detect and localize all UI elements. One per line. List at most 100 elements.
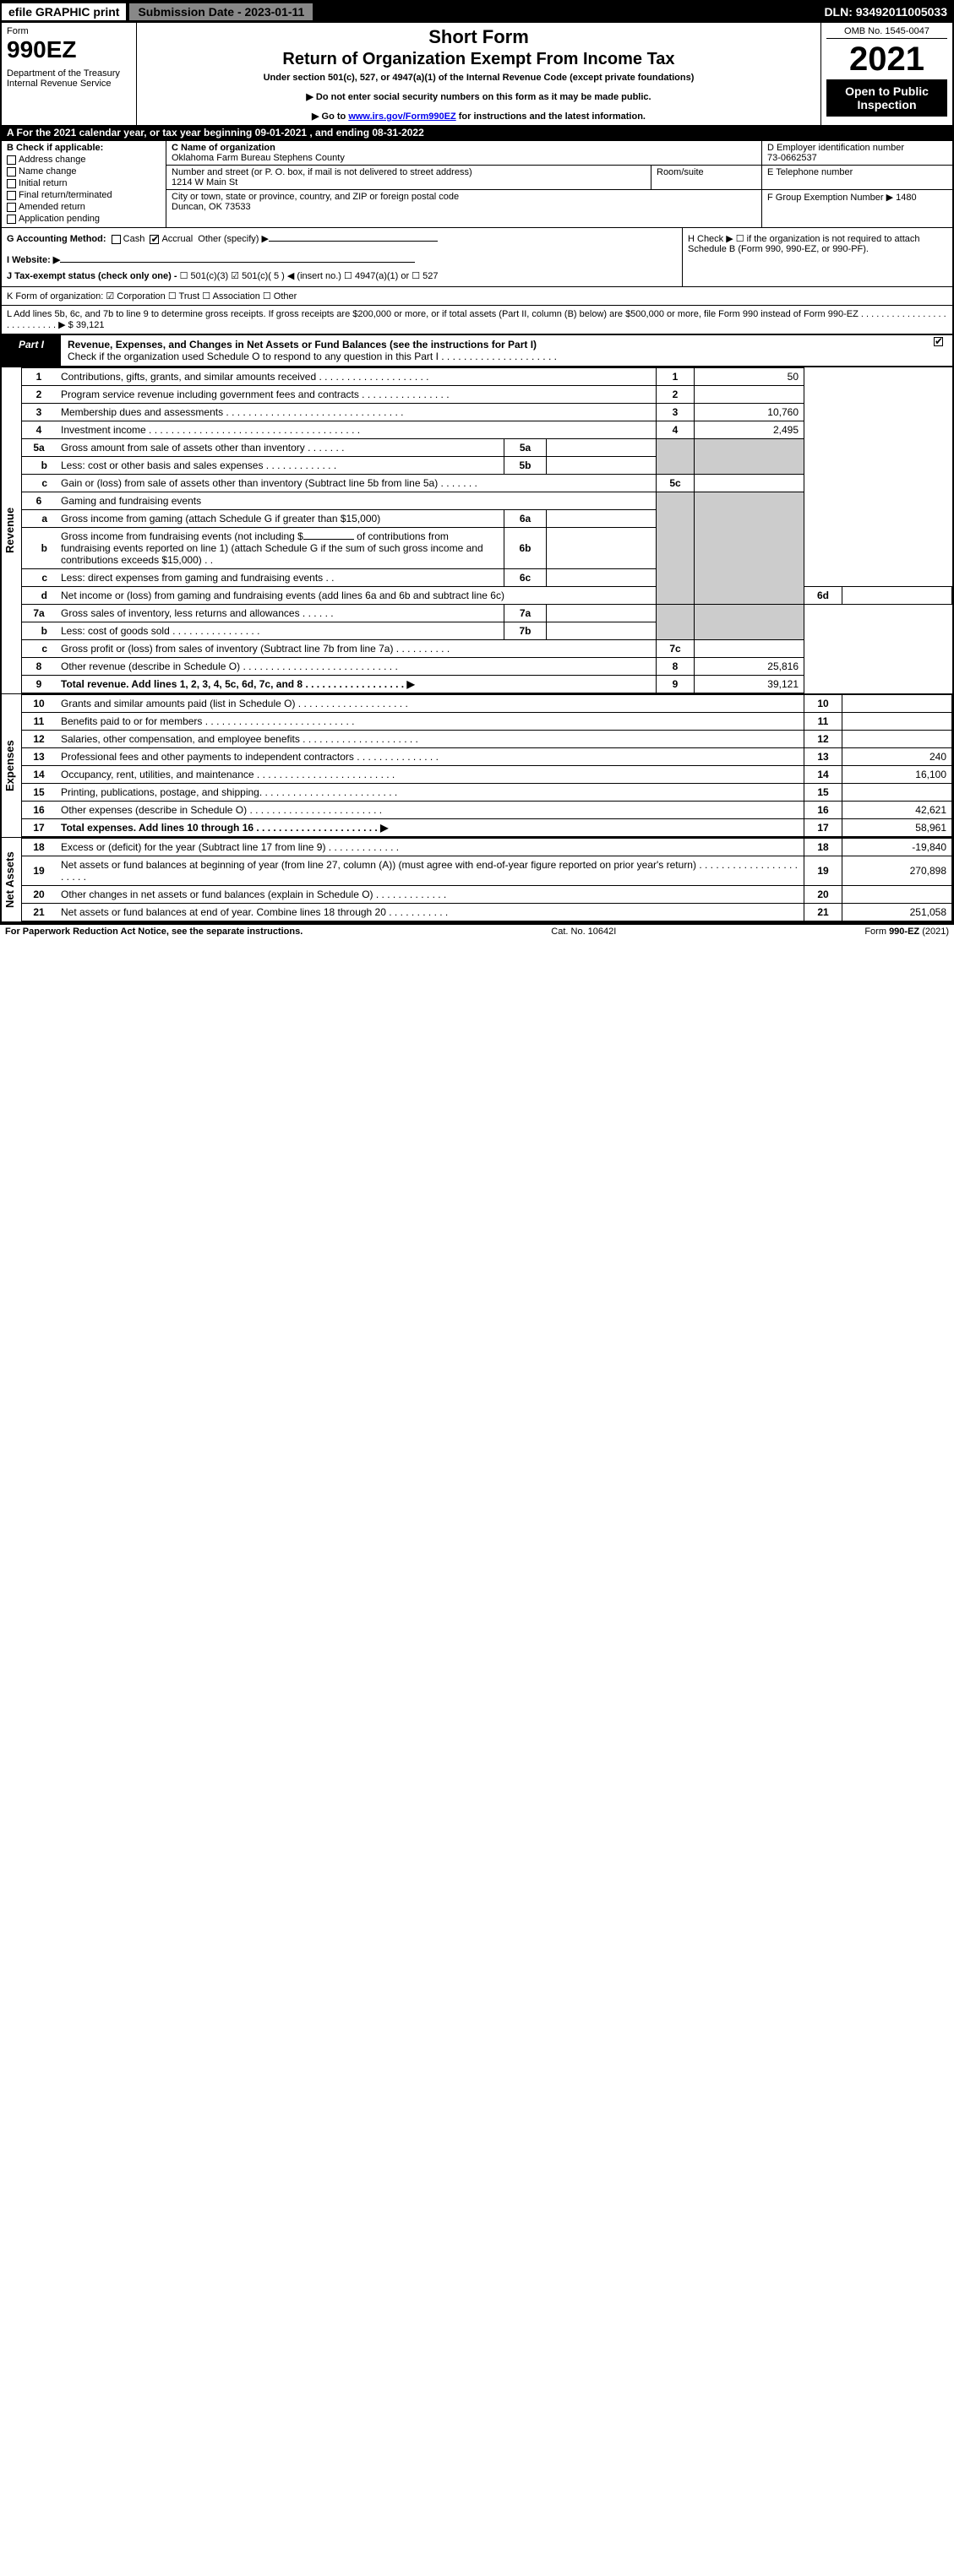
group-exempt-label: F Group Exemption Number [767,193,884,203]
form-number: 990EZ [7,36,131,63]
line-6: 6Gaming and fundraising events [22,492,952,510]
tax-year: 2021 [826,42,947,76]
line-6a: aGross income from gaming (attach Schedu… [22,510,952,528]
section-j: J Tax-exempt status (check only one) - ☐… [7,270,677,281]
line-13: 13Professional fees and other payments t… [22,748,952,766]
footer-right: Form 990-EZ (2021) [864,927,949,937]
line-15: 15Printing, publications, postage, and s… [22,784,952,802]
line-9: 9Total revenue. Add lines 1, 2, 3, 4, 5c… [22,676,952,693]
line-2: 2Program service revenue including gover… [22,386,952,404]
gross-receipts-amount: 39,121 [76,320,105,330]
line-19: 19Net assets or fund balances at beginni… [22,856,952,886]
section-k: K Form of organization: ☑ Corporation ☐ … [2,286,952,305]
line-6d: dNet income or (loss) from gaming and fu… [22,587,952,605]
other-method-input[interactable] [269,241,438,242]
line-14: 14Occupancy, rent, utilities, and mainte… [22,766,952,784]
line-4: 4Investment income . . . . . . . . . . .… [22,421,952,439]
irs-link[interactable]: www.irs.gov/Form990EZ [348,111,455,122]
section-i: I Website: ▶ [7,254,677,265]
street-label: Number and street (or P. O. box, if mail… [172,167,646,177]
subtitle: Under section 501(c), 527, or 4947(a)(1)… [142,73,815,83]
omb-number: OMB No. 1545-0047 [826,26,947,39]
line-6b: bGross income from fundraising events (n… [22,528,952,569]
ein-label: D Employer identification number [767,143,947,153]
line-5a: 5aGross amount from sale of assets other… [22,439,952,457]
checkbox-amended-return[interactable]: Amended return [7,202,161,212]
checkbox-application-pending[interactable]: Application pending [7,214,161,224]
inspection-badge: Open to Public Inspection [826,79,947,117]
netassets-section: Net Assets 18Excess or (deficit) for the… [2,837,952,921]
org-name: Oklahoma Farm Bureau Stephens County [172,153,756,163]
telephone-label: E Telephone number [767,167,947,177]
footer-left: For Paperwork Reduction Act Notice, see … [5,927,303,937]
line-16: 16Other expenses (describe in Schedule O… [22,802,952,819]
section-bcd: B Check if applicable: Address change Na… [2,140,952,227]
section-c: C Name of organization Oklahoma Farm Bur… [166,141,762,227]
line-20: 20Other changes in net assets or fund ba… [22,886,952,904]
line-12: 12Salaries, other compensation, and empl… [22,731,952,748]
section-gh: G Accounting Method: Cash Accrual Other … [2,227,952,286]
checkbox-address-change[interactable]: Address change [7,155,161,165]
6b-amount-input[interactable] [303,539,354,540]
line-11: 11Benefits paid to or for members . . . … [22,713,952,731]
group-exempt-value: ▶ 1480 [886,193,917,203]
goto-post: for instructions and the latest informat… [456,111,646,122]
part1-title: Revenue, Expenses, and Changes in Net As… [61,335,927,366]
street-value: 1214 W Main St [172,177,646,187]
line-7c: cGross profit or (loss) from sales of in… [22,640,952,658]
department-label: Department of the Treasury Internal Reve… [7,68,131,89]
line-17: 17Total expenses. Add lines 10 through 1… [22,819,952,837]
line-7a: 7aGross sales of inventory, less returns… [22,605,952,622]
title-return: Return of Organization Exempt From Incom… [142,50,815,69]
submission-date: Submission Date - 2023-01-11 [129,3,313,20]
part1-tag: Part I [2,335,61,366]
form-header: Form 990EZ Department of the Treasury In… [2,22,952,125]
room-suite-label: Room/suite [651,166,761,189]
c-name-label: C Name of organization [172,143,756,153]
checkbox-initial-return[interactable]: Initial return [7,178,161,188]
bullet-ssn: ▶ Do not enter social security numbers o… [142,91,815,102]
revenue-section: Revenue 1Contributions, gifts, grants, a… [2,367,952,693]
footer: For Paperwork Reduction Act Notice, see … [0,923,954,938]
section-b: B Check if applicable: Address change Na… [2,141,166,227]
section-l: L Add lines 5b, 6c, and 7b to line 9 to … [2,305,952,334]
line-3: 3Membership dues and assessments . . . .… [22,404,952,421]
line-18: 18Excess or (deficit) for the year (Subt… [22,839,952,856]
line-21: 21Net assets or fund balances at end of … [22,904,952,921]
section-h: H Check ▶ ☐ if the organization is not r… [682,228,952,286]
ein-value: 73-0662537 [767,153,947,163]
expenses-section: Expenses 10Grants and similar amounts pa… [2,693,952,837]
line-8: 8Other revenue (describe in Schedule O) … [22,658,952,676]
form-label: Form [7,26,131,36]
netassets-side-label: Net Assets [2,838,18,921]
efile-label: efile GRAPHIC print [2,3,126,20]
expenses-side-label: Expenses [2,694,18,837]
title-short-form: Short Form [142,26,815,48]
goto-pre: ▶ Go to [312,111,348,122]
dln-number: DLN: 93492011005033 [824,5,952,19]
line-1: 1Contributions, gifts, grants, and simil… [22,368,952,386]
revenue-side-label: Revenue [2,367,18,693]
line-5c: cGain or (loss) from sale of assets othe… [22,475,952,492]
header-left: Form 990EZ Department of the Treasury In… [2,23,137,125]
part1-checkbox[interactable] [934,337,943,346]
line-6c: cLess: direct expenses from gaming and f… [22,569,952,587]
section-g: G Accounting Method: Cash Accrual Other … [7,233,677,244]
line-10: 10Grants and similar amounts paid (list … [22,695,952,713]
line-5b: bLess: cost or other basis and sales exp… [22,457,952,475]
line-7b: bLess: cost of goods sold . . . . . . . … [22,622,952,640]
checkbox-final-return[interactable]: Final return/terminated [7,190,161,200]
top-bar: efile GRAPHIC print Submission Date - 20… [2,2,952,22]
part1-header: Part I Revenue, Expenses, and Changes in… [2,334,952,367]
website-input[interactable] [60,262,415,263]
section-def: D Employer identification number 73-0662… [762,141,952,227]
bullet-goto: ▶ Go to www.irs.gov/Form990EZ for instru… [142,111,815,122]
section-a: A For the 2021 calendar year, or tax yea… [2,125,952,140]
checkbox-accrual[interactable] [150,235,159,244]
checkbox-cash[interactable] [112,235,121,244]
header-right: OMB No. 1545-0047 2021 Open to Public In… [821,23,952,125]
b-label: B Check if applicable: [7,143,161,153]
city-value: Duncan, OK 73533 [172,202,756,212]
checkbox-name-change[interactable]: Name change [7,166,161,177]
header-mid: Short Form Return of Organization Exempt… [137,23,821,125]
